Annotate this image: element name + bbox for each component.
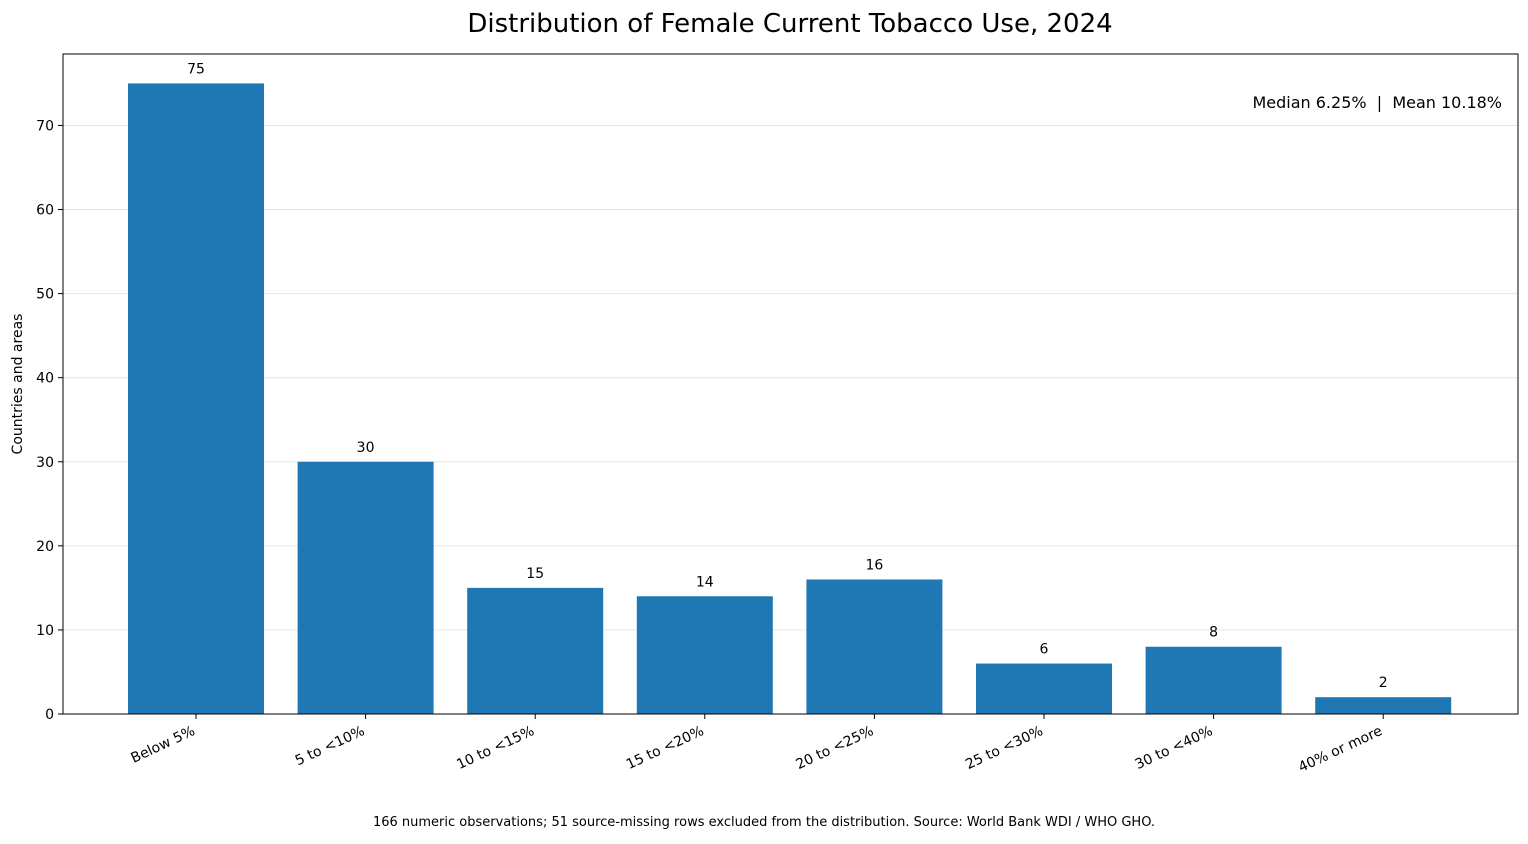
y-tick-label-7: 70 (36, 118, 54, 134)
x-axis: Below 5% 5 to <10% 10 to <15% 15 to <20% 20 … (129, 714, 1385, 776)
bar-value-label-4: 16 (865, 557, 883, 573)
bars (128, 83, 1452, 714)
bar-value-label-3: 14 (696, 574, 714, 590)
x-tick-label-2: 10 to <15% (454, 723, 537, 773)
y-tick-label-6: 60 (36, 203, 54, 219)
x-tick-label-6: 30 to <40% (1133, 723, 1216, 773)
bar-value-label-7: 2 (1379, 675, 1388, 691)
bar-1 (297, 461, 434, 714)
x-tick-label-7: 40% or more (1296, 723, 1385, 776)
footnote: 166 numeric observations; 51 source-miss… (373, 815, 1155, 830)
summary-annotation: Median 6.25% | Mean 10.18% (1252, 93, 1502, 112)
chart-title: Distribution of Female Current Tobacco U… (467, 9, 1112, 39)
x-tick-label-0: Below 5% (129, 723, 198, 767)
bar-5 (976, 663, 1112, 714)
bar-4 (806, 579, 943, 714)
x-tick-label-4: 20 to <25% (794, 723, 877, 773)
y-tick-label-5: 50 (36, 287, 54, 303)
plot-frame (62, 53, 1519, 715)
bar-0 (128, 83, 264, 714)
y-axis-label: Countries and areas (10, 314, 26, 455)
y-tick-label-3: 30 (36, 455, 54, 471)
y-tick-label-0: 0 (45, 707, 54, 723)
bar-7 (1315, 697, 1452, 714)
x-tick-label-1: 5 to <10% (293, 723, 367, 769)
bar-value-label-5: 6 (1040, 642, 1049, 658)
bar-3 (636, 596, 773, 714)
bar-value-label-6: 8 (1209, 625, 1218, 641)
y-tick-label-4: 40 (36, 371, 54, 387)
bar-value-label-2: 15 (526, 566, 544, 582)
x-tick-label-5: 25 to <30% (963, 723, 1046, 773)
bar-value-labels: 75 30 15 14 16 6 8 2 (187, 61, 1388, 691)
x-tick-label-3: 15 to <20% (624, 723, 707, 773)
y-tick-label-1: 10 (36, 623, 54, 639)
bar-value-label-1: 30 (357, 440, 375, 456)
gridlines (63, 124, 1518, 631)
y-tick-label-2: 20 (36, 539, 54, 555)
bar-2 (467, 587, 604, 714)
bar-6 (1145, 646, 1282, 714)
bar-value-label-0: 75 (187, 61, 205, 77)
y-axis: 0 10 20 30 40 50 60 70 (36, 118, 63, 723)
